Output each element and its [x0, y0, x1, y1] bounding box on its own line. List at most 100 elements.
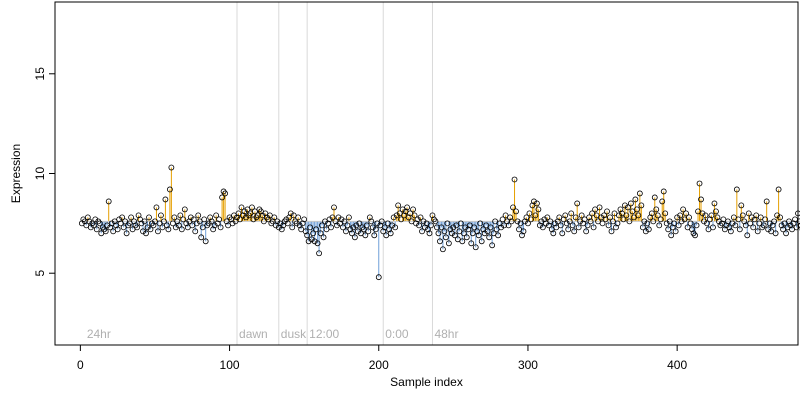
data-point [471, 224, 478, 231]
data-point [307, 224, 314, 231]
data-point [733, 186, 740, 193]
data-point [525, 220, 531, 227]
data-point [284, 220, 291, 227]
data-point [599, 220, 606, 227]
data-point [217, 224, 224, 231]
annotation-label: dawn [239, 327, 268, 341]
data-point [205, 220, 212, 227]
data-point [444, 220, 451, 227]
data-point [387, 230, 394, 237]
data-point [162, 196, 169, 203]
data-point [107, 224, 114, 231]
y-tick-label: 10 [33, 167, 47, 181]
data-point [614, 220, 621, 227]
data-point [216, 216, 223, 223]
data-point [536, 222, 543, 229]
data-point [790, 220, 797, 227]
data-point [656, 222, 663, 229]
annotation-labels: 24hr dawn dusk 12:00 0:00 48hr [87, 327, 459, 341]
data-points [78, 164, 800, 281]
data-point [587, 218, 594, 225]
data-point [326, 216, 333, 223]
data-point [763, 198, 770, 205]
data-point [639, 224, 646, 231]
data-point [417, 214, 424, 221]
data-point [150, 222, 157, 229]
x-tick-label: 300 [518, 358, 538, 372]
data-point [341, 218, 348, 225]
data-point [328, 224, 334, 231]
data-point [604, 208, 610, 215]
data-point [754, 228, 761, 235]
data-point [320, 234, 327, 241]
data-point [519, 232, 525, 239]
data-point [465, 226, 472, 233]
annotation-label: 24hr [87, 327, 111, 341]
data-point [295, 214, 302, 221]
data-point [623, 212, 630, 219]
data-point [702, 212, 709, 219]
data-point [363, 222, 370, 229]
data-point [750, 224, 757, 231]
data-point [653, 206, 660, 213]
data-point [87, 224, 94, 231]
data-point [627, 200, 634, 207]
data-point [672, 228, 679, 235]
data-point [650, 218, 657, 225]
data-point [513, 208, 519, 215]
data-point [713, 208, 719, 215]
data-point [686, 214, 692, 221]
data-point [356, 220, 363, 227]
data-point [605, 222, 612, 229]
x-axis-label: Sample index [390, 375, 463, 389]
data-point [271, 214, 278, 221]
data-point [675, 222, 682, 229]
data-point [429, 212, 436, 219]
data-point [541, 216, 548, 223]
data-point [165, 226, 172, 233]
data-point [405, 214, 412, 221]
data-point [201, 216, 208, 223]
data-point [569, 222, 576, 229]
data-point [481, 230, 488, 237]
data-point [510, 204, 516, 211]
data-point [762, 216, 769, 223]
data-point [531, 198, 537, 205]
data-point [428, 222, 434, 229]
data-point [771, 218, 778, 225]
data-point [459, 238, 466, 245]
data-point [560, 216, 567, 223]
data-point [416, 222, 422, 229]
data-point [435, 230, 442, 237]
data-point [175, 222, 182, 229]
data-point [520, 228, 527, 235]
data-point [778, 222, 785, 229]
data-point [229, 220, 236, 227]
data-point [432, 218, 439, 225]
data-point [296, 222, 303, 229]
data-point [787, 222, 794, 229]
data-point [313, 226, 319, 233]
data-point [528, 216, 534, 223]
data-point [90, 222, 97, 229]
data-point [420, 218, 427, 225]
deviation-stems [85, 167, 799, 278]
data-point [249, 204, 255, 211]
data-point [478, 238, 485, 245]
data-point [349, 230, 355, 237]
data-point [596, 204, 603, 211]
data-point [557, 222, 564, 229]
data-point [147, 226, 154, 233]
data-point [498, 224, 504, 231]
data-point [178, 226, 185, 233]
data-point [187, 214, 194, 221]
data-point [526, 210, 533, 217]
data-point [389, 222, 396, 229]
data-point [392, 224, 399, 231]
data-point [620, 216, 627, 223]
data-point [368, 218, 375, 225]
data-point [710, 224, 716, 231]
data-point [532, 212, 539, 219]
data-point [334, 222, 340, 229]
data-point [545, 222, 552, 229]
